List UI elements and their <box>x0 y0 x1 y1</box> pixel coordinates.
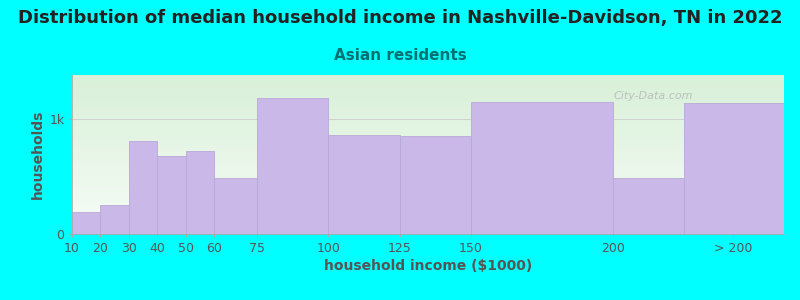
Bar <box>101 205 129 234</box>
Text: Distribution of median household income in Nashville-Davidson, TN in 2022: Distribution of median household income … <box>18 9 782 27</box>
Bar <box>158 156 186 234</box>
Bar <box>257 98 328 234</box>
Y-axis label: households: households <box>31 110 45 199</box>
Text: Asian residents: Asian residents <box>334 48 466 63</box>
Bar <box>328 135 399 234</box>
Bar <box>72 212 101 234</box>
Bar <box>186 151 214 234</box>
Bar <box>684 103 784 234</box>
Bar <box>214 178 257 234</box>
Bar <box>613 178 684 234</box>
Bar <box>470 101 613 234</box>
Text: City-Data.com: City-Data.com <box>613 91 693 101</box>
X-axis label: household income ($1000): household income ($1000) <box>324 259 532 273</box>
Bar <box>399 136 470 234</box>
Bar <box>129 141 158 234</box>
